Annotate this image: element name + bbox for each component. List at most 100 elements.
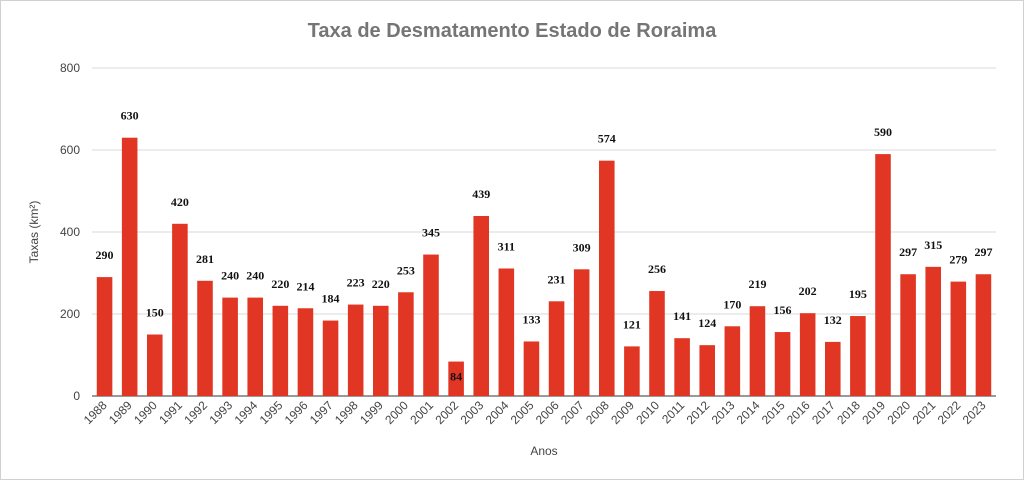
- data-label: 253: [397, 263, 415, 277]
- x-tick-label: 1990: [131, 398, 160, 427]
- bar: [724, 326, 741, 396]
- data-label: 281: [196, 252, 214, 266]
- x-tick-label: 2001: [407, 398, 436, 427]
- data-label: 214: [296, 279, 314, 293]
- x-tick-label: 2004: [483, 398, 512, 427]
- bar: [523, 341, 540, 396]
- bar: [548, 301, 565, 396]
- y-tick-label: 800: [60, 61, 80, 75]
- bar: [448, 361, 464, 396]
- bar: [222, 297, 238, 396]
- bar: [372, 305, 389, 396]
- x-tick-label: 2000: [382, 398, 411, 427]
- data-label: 220: [372, 277, 390, 291]
- data-label: 590: [874, 125, 892, 139]
- bar: [925, 266, 942, 396]
- bar: [96, 277, 113, 396]
- data-label: 297: [974, 245, 992, 259]
- data-label: 84: [450, 370, 462, 384]
- data-label: 124: [698, 316, 716, 330]
- bar: [473, 216, 490, 396]
- data-label: 240: [246, 269, 264, 283]
- y-tick-label: 600: [60, 143, 80, 157]
- data-label: 156: [774, 303, 792, 317]
- bar: [875, 154, 891, 396]
- x-tick-label: 2022: [935, 398, 964, 427]
- data-label: 170: [723, 297, 741, 311]
- data-label: 223: [347, 276, 365, 290]
- x-tick-label: 2014: [734, 398, 763, 427]
- x-tick-label: 2016: [784, 398, 813, 427]
- bar: [347, 304, 364, 396]
- data-label: 220: [271, 277, 289, 291]
- bar: [121, 137, 138, 396]
- bar: [498, 268, 515, 396]
- x-tick-label: 1997: [307, 398, 336, 427]
- data-label: 279: [949, 253, 967, 267]
- x-tick-label: 2021: [910, 398, 939, 427]
- data-label: 132: [824, 313, 842, 327]
- bar: [649, 291, 665, 396]
- x-tick-label: 1993: [206, 398, 235, 427]
- bar: [322, 320, 339, 396]
- data-label: 195: [849, 287, 867, 301]
- x-tick-label: 1999: [357, 398, 386, 427]
- x-tick-label: 1994: [232, 398, 261, 427]
- bar: [674, 338, 690, 396]
- data-label: 297: [899, 245, 917, 259]
- data-label: 311: [498, 239, 515, 253]
- bar: [799, 313, 816, 396]
- x-tick-label: 2017: [809, 398, 838, 427]
- bar: [900, 274, 916, 396]
- bar: [297, 308, 314, 396]
- bar: [824, 341, 841, 396]
- data-label: 439: [472, 187, 490, 201]
- bar: [398, 292, 414, 396]
- y-tick-label: 0: [73, 389, 80, 403]
- chart-title: Taxa de Desmatamento Estado de Roraima: [307, 20, 717, 42]
- bar: [573, 269, 590, 396]
- x-tick-label: 2018: [834, 398, 863, 427]
- x-tick-label: 2009: [608, 398, 637, 427]
- x-tick-label: 2015: [759, 398, 788, 427]
- bar: [172, 223, 188, 396]
- x-tick-label: 1998: [332, 398, 361, 427]
- bar: [699, 345, 716, 396]
- data-label: 630: [121, 109, 139, 123]
- x-tick-label: 2002: [432, 398, 461, 427]
- x-tick-label: 2010: [633, 398, 662, 427]
- x-tick-label: 2013: [709, 398, 738, 427]
- x-tick-label: 2006: [533, 398, 562, 427]
- data-label: 150: [146, 306, 164, 320]
- data-label: 574: [598, 132, 616, 146]
- bar: [272, 305, 289, 396]
- x-tick-label: 1995: [257, 398, 286, 427]
- y-tick-label: 200: [60, 307, 80, 321]
- x-tick-label: 2011: [659, 398, 687, 426]
- bar: [197, 280, 213, 396]
- x-tick-label: 1989: [106, 398, 135, 427]
- bar: [146, 334, 163, 396]
- x-tick-label: 2008: [583, 398, 612, 427]
- x-tick-label: 2012: [684, 398, 713, 427]
- bar: [975, 274, 992, 396]
- data-label: 290: [96, 248, 114, 262]
- bar: [850, 316, 866, 396]
- data-label: 202: [799, 284, 817, 298]
- data-label: 219: [748, 277, 766, 291]
- bar: [423, 254, 439, 396]
- data-label: 345: [422, 226, 440, 240]
- bar: [950, 281, 967, 396]
- data-label: 420: [171, 195, 189, 209]
- data-label: 184: [322, 292, 340, 306]
- y-tick-label: 400: [60, 225, 80, 239]
- x-tick-label: 1992: [181, 398, 210, 427]
- x-tick-label: 2005: [508, 398, 537, 427]
- x-axis-title: Anos: [530, 444, 557, 458]
- x-tick-label: 2023: [960, 398, 989, 427]
- data-label: 240: [221, 269, 239, 283]
- data-label: 309: [573, 240, 591, 254]
- bar: [247, 297, 264, 396]
